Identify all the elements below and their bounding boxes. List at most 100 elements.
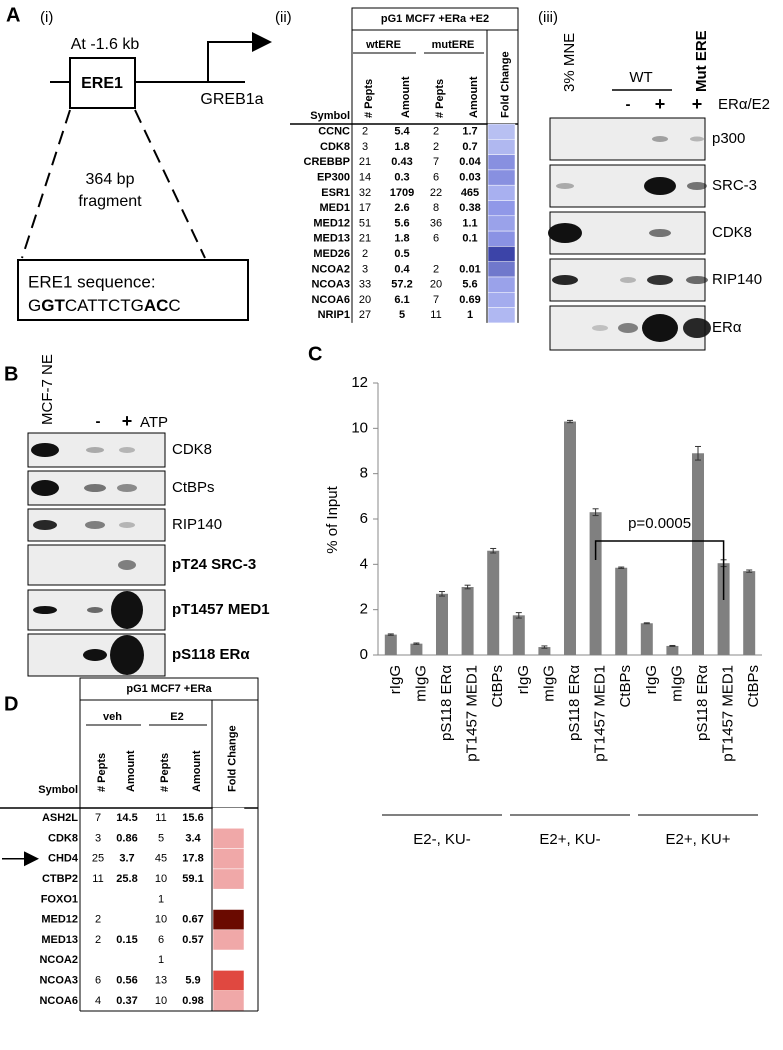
sequence-title: ERE1 sequence: [28, 272, 156, 291]
band [118, 560, 136, 570]
blot-label: CDK8 [712, 224, 752, 241]
cell: 14 [359, 171, 371, 183]
band [117, 484, 137, 492]
error-bar [464, 584, 471, 590]
y-tick-label: 10 [351, 419, 368, 436]
cell: 33 [359, 279, 371, 291]
cell: 3.7 [119, 853, 134, 865]
cell: 1.7 [462, 126, 477, 138]
row-symbol: NCOA2 [39, 954, 78, 966]
bar [461, 587, 474, 655]
row-symbol: FOXO1 [41, 893, 78, 905]
bar [615, 567, 628, 655]
lane-group: WT [629, 69, 652, 86]
band [548, 223, 582, 243]
x-tick-label: rIgG [515, 665, 532, 694]
sequence-part: CATTCTG [65, 296, 144, 315]
blot-label: ERα [712, 319, 742, 336]
row-symbol: ESR1 [321, 187, 350, 199]
row-symbol: NRIP1 [318, 309, 350, 321]
cell: 21 [359, 233, 371, 245]
cell: 5 [158, 832, 164, 844]
blot [549, 117, 706, 161]
group-label: E2-, KU- [413, 831, 471, 848]
sequence: GGTCATTCTGACC [28, 296, 181, 315]
x-tick-label: pT1457 MED1 [464, 665, 481, 762]
cell: 6 [158, 934, 164, 946]
cell: 27 [359, 309, 371, 321]
cell: 1.1 [462, 217, 477, 229]
y-tick-label: 8 [360, 465, 368, 482]
x-tick-label: pS118 ERα [566, 665, 583, 741]
row-symbol: CTBP2 [42, 873, 78, 885]
fold-cell [487, 307, 516, 324]
cell: 6 [433, 233, 439, 245]
error-bar [515, 612, 522, 619]
fold-cell [487, 292, 516, 308]
cell: 465 [461, 187, 479, 199]
bar [589, 512, 602, 655]
band [110, 635, 144, 675]
panel-label: C [308, 343, 322, 365]
row-symbol: EP300 [317, 171, 350, 183]
cell: 2 [95, 934, 101, 946]
cell: 5.6 [462, 279, 477, 291]
fold-cell [487, 139, 516, 155]
bar [410, 643, 423, 655]
row-symbol: NCOA3 [311, 279, 350, 291]
bar [564, 421, 576, 655]
column-header: Amount [125, 750, 137, 792]
row-symbol: MED1 [319, 202, 350, 214]
cell: 2.6 [394, 202, 409, 214]
cell: 0.67 [182, 914, 203, 926]
sequence-part: AC [144, 296, 169, 315]
error-bar [387, 633, 394, 636]
x-tick-label: pS118 ERα [694, 665, 711, 741]
significance-bracket [594, 540, 725, 600]
bar [436, 593, 448, 655]
row-symbol: CCNC [318, 126, 350, 138]
cell: 25.8 [116, 873, 137, 885]
group-label: E2+, KU- [539, 831, 600, 848]
band [552, 275, 578, 285]
cell: 0.3 [394, 171, 409, 183]
error-bar [695, 445, 701, 461]
sub-label: (ii) [275, 9, 292, 26]
column-header: # Pepts [159, 753, 171, 792]
x-tick-label: rIgG [643, 665, 660, 694]
cell: 11 [92, 873, 103, 885]
cell: 0.98 [182, 995, 203, 1007]
cell: 3 [362, 263, 368, 275]
band [556, 183, 574, 189]
x-tick-label: mIgG [540, 665, 557, 702]
bar [487, 550, 500, 655]
cell: 0.43 [391, 156, 412, 168]
sequence-part: GT [41, 296, 65, 315]
band [644, 177, 676, 195]
fragment: 364 bp [86, 171, 135, 188]
cell: 7 [95, 812, 101, 824]
blot-label: SRC-3 [712, 177, 757, 194]
bar [692, 453, 704, 655]
cell: 0.01 [459, 263, 480, 275]
band [642, 314, 678, 342]
row-symbol: ASH2L [42, 812, 78, 824]
panel-label: A [6, 4, 20, 26]
row-symbol: NCOA3 [39, 974, 78, 986]
fold-cell [212, 888, 245, 910]
blot [27, 544, 166, 586]
band [647, 275, 673, 285]
panel-label: D [4, 693, 18, 715]
fold-cell [487, 154, 516, 171]
band [83, 649, 107, 661]
band [87, 607, 103, 613]
error-bar [541, 645, 548, 649]
table-title: pG1 MCF7 +ERa [126, 683, 212, 695]
band [85, 521, 105, 529]
row-symbol: MED12 [41, 914, 78, 926]
error-bar [439, 591, 445, 597]
sequence-part: C [168, 296, 180, 315]
y-tick-label: 0 [360, 646, 368, 663]
cell: 17 [359, 202, 371, 214]
